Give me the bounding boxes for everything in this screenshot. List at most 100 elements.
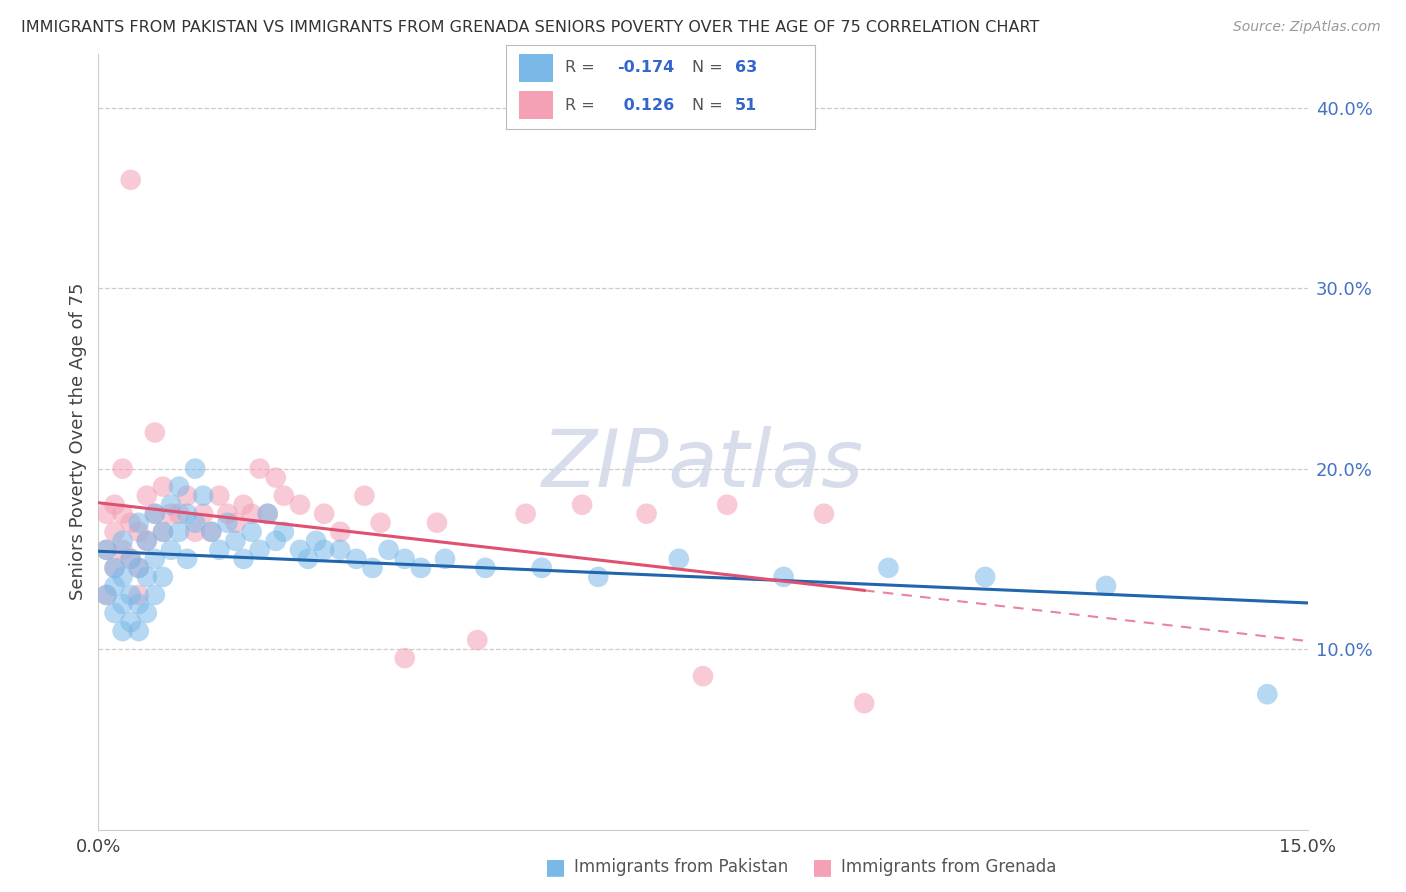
Point: [474, 561, 496, 575]
Point: [200, 524, 222, 539]
Point: [586, 570, 609, 584]
Point: [208, 542, 231, 557]
Point: [877, 561, 900, 575]
Text: 51: 51: [735, 98, 758, 112]
Point: [249, 542, 271, 557]
Point: [135, 533, 157, 548]
Point: [224, 533, 246, 548]
Point: [249, 461, 271, 475]
Point: [571, 498, 593, 512]
Point: [120, 516, 142, 530]
Point: [128, 597, 150, 611]
Point: [103, 561, 125, 575]
Point: [135, 606, 157, 620]
Point: [152, 570, 174, 584]
Point: [176, 552, 198, 566]
Point: [193, 489, 215, 503]
Y-axis label: Seniors Poverty Over the Age of 75: Seniors Poverty Over the Age of 75: [69, 283, 87, 600]
Text: R =: R =: [565, 98, 600, 112]
Text: Immigrants from Grenada: Immigrants from Grenada: [841, 858, 1056, 876]
Text: ■: ■: [813, 857, 832, 877]
Point: [135, 489, 157, 503]
Point: [96, 588, 118, 602]
Point: [1256, 687, 1278, 701]
Point: [176, 489, 198, 503]
Point: [288, 542, 311, 557]
Point: [273, 489, 295, 503]
Point: [409, 561, 432, 575]
Point: [111, 461, 134, 475]
Point: [96, 542, 118, 557]
Point: [135, 570, 157, 584]
Point: [128, 516, 150, 530]
Point: [160, 542, 183, 557]
Point: [111, 542, 134, 557]
Point: [264, 533, 287, 548]
Text: 63: 63: [735, 61, 758, 76]
Text: ■: ■: [546, 857, 565, 877]
Point: [103, 561, 125, 575]
Point: [135, 533, 157, 548]
Point: [128, 624, 150, 638]
Point: [370, 516, 392, 530]
Text: N =: N =: [692, 98, 728, 112]
Point: [160, 498, 183, 512]
Point: [217, 507, 239, 521]
Text: R =: R =: [565, 61, 600, 76]
Point: [200, 524, 222, 539]
Point: [143, 425, 166, 440]
Point: [264, 470, 287, 484]
Point: [314, 507, 336, 521]
Point: [120, 552, 142, 566]
Point: [120, 552, 142, 566]
Point: [224, 516, 246, 530]
Point: [377, 542, 399, 557]
Point: [143, 507, 166, 521]
Point: [143, 588, 166, 602]
Text: 0.126: 0.126: [617, 98, 673, 112]
Point: [314, 542, 336, 557]
Point: [256, 507, 278, 521]
Point: [184, 524, 207, 539]
Point: [128, 561, 150, 575]
Point: [240, 507, 263, 521]
Point: [329, 524, 352, 539]
Point: [103, 498, 125, 512]
Text: Immigrants from Pakistan: Immigrants from Pakistan: [574, 858, 787, 876]
Text: N =: N =: [692, 61, 728, 76]
Point: [217, 516, 239, 530]
Point: [111, 624, 134, 638]
Point: [232, 552, 254, 566]
Point: [353, 489, 375, 503]
Text: Source: ZipAtlas.com: Source: ZipAtlas.com: [1233, 20, 1381, 34]
Point: [193, 507, 215, 521]
Point: [167, 507, 190, 521]
Point: [716, 498, 738, 512]
Text: ZIPatlas: ZIPatlas: [541, 425, 865, 504]
Point: [813, 507, 835, 521]
Point: [668, 552, 690, 566]
Point: [167, 524, 190, 539]
Point: [96, 507, 118, 521]
Point: [974, 570, 997, 584]
Point: [256, 507, 278, 521]
Point: [232, 498, 254, 512]
Point: [853, 696, 876, 710]
Point: [184, 461, 207, 475]
Point: [103, 524, 125, 539]
Point: [111, 533, 134, 548]
FancyBboxPatch shape: [519, 91, 553, 120]
Point: [288, 498, 311, 512]
Point: [160, 507, 183, 521]
FancyBboxPatch shape: [519, 54, 553, 82]
Point: [128, 588, 150, 602]
Point: [152, 524, 174, 539]
Point: [465, 633, 488, 648]
Point: [176, 507, 198, 521]
Point: [273, 524, 295, 539]
Point: [111, 507, 134, 521]
Point: [111, 570, 134, 584]
Point: [120, 615, 142, 629]
Point: [772, 570, 794, 584]
Text: -0.174: -0.174: [617, 61, 675, 76]
